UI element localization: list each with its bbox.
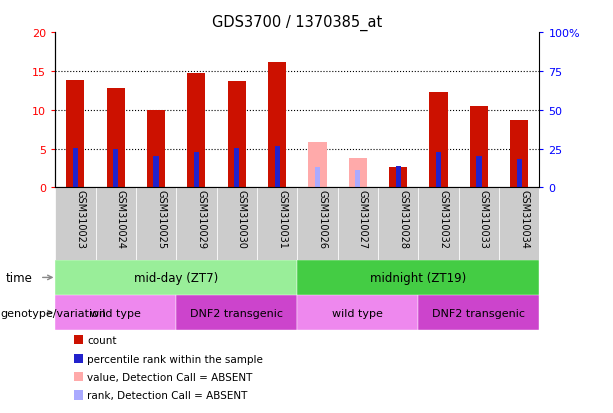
Text: GSM310034: GSM310034 — [519, 189, 529, 248]
Bar — [418, 295, 539, 330]
Text: GSM310028: GSM310028 — [398, 189, 408, 248]
Bar — [194, 153, 199, 188]
Bar — [308, 142, 327, 188]
Bar — [297, 260, 539, 295]
Text: rank, Detection Call = ABSENT: rank, Detection Call = ABSENT — [87, 390, 248, 401]
Text: midnight (ZT19): midnight (ZT19) — [370, 271, 466, 284]
Text: GSM310030: GSM310030 — [237, 189, 247, 248]
Bar — [476, 157, 482, 188]
Bar — [136, 188, 177, 260]
Bar — [297, 295, 418, 330]
Text: GSM310023: GSM310023 — [75, 189, 85, 248]
Bar — [395, 166, 401, 188]
Text: wild type: wild type — [332, 308, 383, 318]
Bar — [430, 93, 447, 188]
Bar — [257, 188, 297, 260]
Text: value, Detection Call = ABSENT: value, Detection Call = ABSENT — [87, 372, 253, 382]
Bar — [153, 157, 159, 188]
Text: GSM310025: GSM310025 — [156, 189, 166, 248]
Bar — [107, 89, 125, 188]
Bar — [216, 188, 257, 260]
Text: time: time — [6, 271, 33, 284]
Bar — [55, 295, 177, 330]
Bar — [297, 188, 338, 260]
Text: count: count — [87, 335, 116, 345]
Bar — [315, 168, 320, 188]
Bar — [517, 159, 522, 188]
Bar — [177, 188, 216, 260]
Bar — [275, 147, 280, 188]
Bar — [470, 107, 488, 188]
Bar — [177, 295, 297, 330]
Bar — [113, 150, 118, 188]
Bar — [510, 121, 528, 188]
Bar — [55, 188, 96, 260]
Text: GSM310032: GSM310032 — [438, 189, 449, 248]
Text: GSM310029: GSM310029 — [196, 189, 207, 248]
Text: GSM310031: GSM310031 — [277, 189, 287, 248]
Bar — [436, 153, 441, 188]
Bar — [389, 168, 407, 188]
Bar — [268, 62, 286, 188]
Bar — [418, 188, 459, 260]
Bar — [66, 81, 85, 188]
Bar — [188, 74, 205, 188]
Bar — [338, 188, 378, 260]
Bar — [227, 82, 246, 188]
Bar — [73, 148, 78, 188]
Bar — [147, 110, 165, 188]
Text: GDS3700 / 1370385_at: GDS3700 / 1370385_at — [212, 14, 383, 31]
Text: wild type: wild type — [90, 308, 141, 318]
Text: mid-day (ZT7): mid-day (ZT7) — [134, 271, 218, 284]
Bar — [355, 170, 360, 188]
Text: DNF2 transgenic: DNF2 transgenic — [432, 308, 525, 318]
Text: GSM310024: GSM310024 — [116, 189, 126, 248]
Text: percentile rank within the sample: percentile rank within the sample — [87, 354, 263, 364]
Bar — [378, 188, 419, 260]
Bar — [349, 159, 367, 188]
Text: genotype/variation: genotype/variation — [1, 308, 107, 318]
Text: GSM310027: GSM310027 — [358, 189, 368, 248]
Bar — [234, 148, 240, 188]
Bar — [55, 260, 297, 295]
Bar — [459, 188, 499, 260]
Text: GSM310033: GSM310033 — [479, 189, 489, 248]
Text: GSM310026: GSM310026 — [318, 189, 327, 248]
Bar — [499, 188, 539, 260]
Bar — [96, 188, 136, 260]
Text: DNF2 transgenic: DNF2 transgenic — [190, 308, 283, 318]
